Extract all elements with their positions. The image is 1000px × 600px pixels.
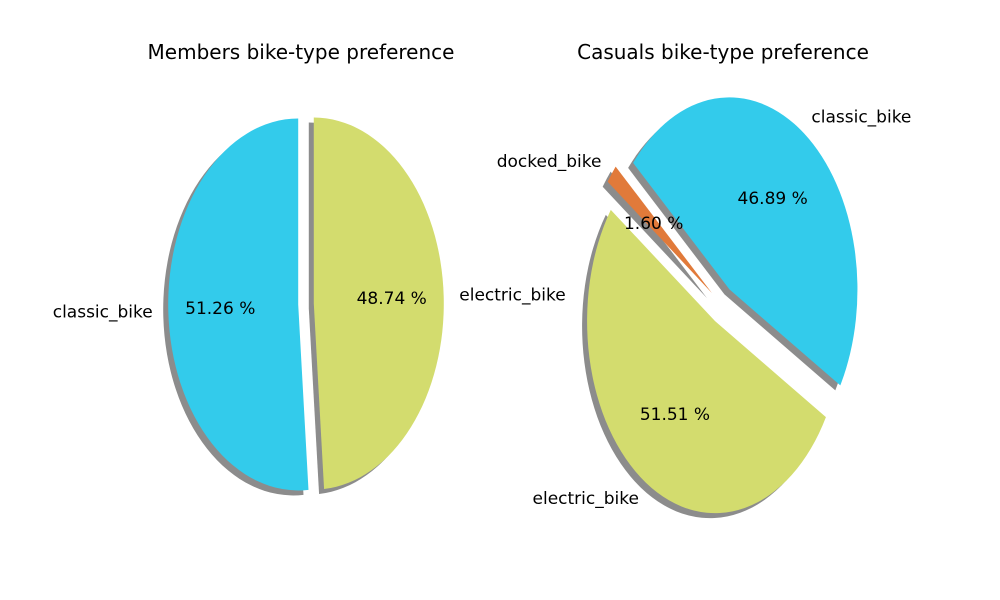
docked-bike-label: docked_bike (497, 152, 602, 172)
electric-bike-label: electric_bike (533, 489, 639, 509)
docked-bike-slice (607, 166, 712, 294)
electric-bike-percent-label: 51.51 % (640, 405, 710, 425)
classic-bike-label: classic_bike (811, 108, 911, 128)
casuals-pie-chart: Casuals bike-type preference classic_bik… (497, 40, 911, 519)
docked-bike-percent-label: 1.60 % (624, 214, 683, 234)
classic-bike-percent-label: 51.26 % (185, 299, 255, 319)
electric-bike-label: electric_bike (459, 285, 565, 305)
electric-bike-slice (313, 117, 444, 489)
electric-bike-slice (587, 209, 826, 514)
classic-bike-slice (168, 118, 309, 491)
casuals-chart-title: Casuals bike-type preference (577, 40, 869, 64)
members-chart-title: Members bike-type preference (148, 40, 455, 64)
members-pie-chart: Members bike-type preference classic_bik… (53, 40, 566, 496)
classic-bike-label: classic_bike (53, 303, 153, 323)
electric-bike-percent-label: 48.74 % (357, 289, 427, 309)
classic-bike-slice (633, 97, 858, 386)
classic-bike-percent-label: 46.89 % (738, 189, 808, 209)
